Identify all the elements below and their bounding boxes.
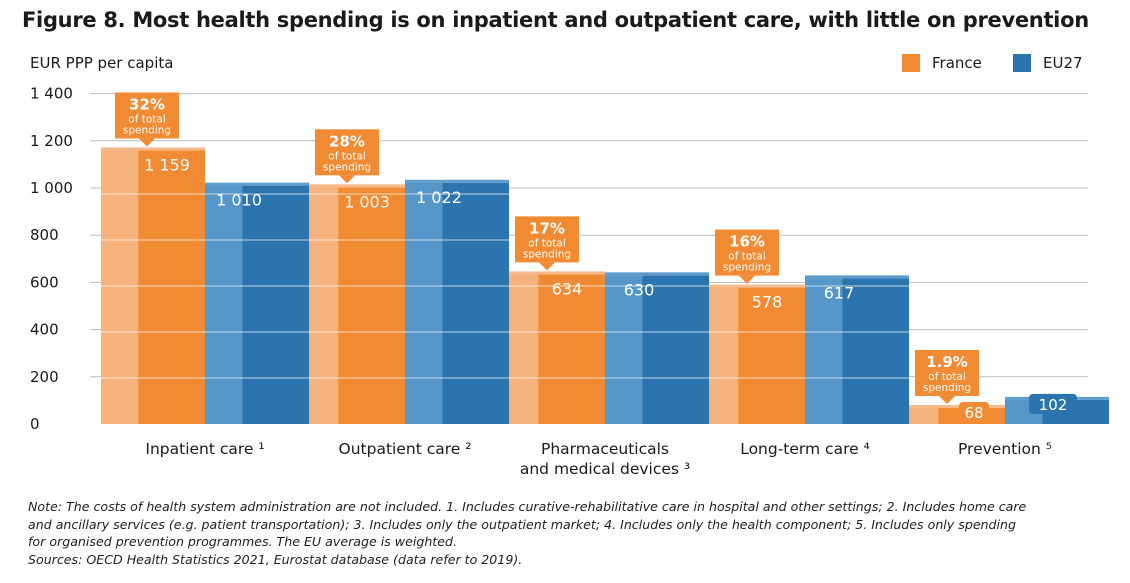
category-label: Long-term care ⁴ [740, 440, 870, 458]
callout-text: of total [128, 113, 165, 125]
legend-eu27-swatch [1013, 54, 1031, 72]
y-tick-label: 1 000 [30, 179, 73, 197]
callout-pointer [539, 262, 555, 271]
bar-france-top-edge [101, 147, 205, 151]
note-line-3: for organised prevention programmes. The… [28, 534, 457, 550]
bar-france-top-edge [701, 284, 805, 288]
category-label: Pharmaceuticals [541, 440, 669, 458]
callout-box [315, 129, 379, 176]
callout-pointer [339, 175, 355, 184]
bar-eu27-highlight [805, 278, 843, 424]
bar-eu27-top-edge [605, 272, 709, 276]
y-tick-label: 200 [30, 368, 59, 386]
callout-percent: 1.9% [926, 353, 968, 371]
y-tick-label: 600 [30, 273, 59, 291]
y-tick-label: 1 400 [30, 85, 73, 103]
category-label: Outpatient care ² [339, 440, 472, 458]
bar-france-top-edge [901, 404, 1005, 408]
callout-text: of total [528, 237, 565, 249]
figure-notes: Note: The costs of health system adminis… [28, 498, 1108, 568]
callout-box [115, 92, 179, 139]
callout-text: spending [723, 262, 771, 274]
value-label-eu27: 1 010 [216, 191, 262, 210]
category-label: Inpatient care ¹ [145, 440, 264, 458]
note-line-1: Note: The costs of health system adminis… [28, 499, 1027, 514]
value-label-france: 578 [752, 293, 783, 312]
callout-text: spending [523, 248, 571, 260]
callout-pointer [139, 138, 155, 147]
bar-eu27-highlight [205, 185, 243, 424]
callout-box [915, 349, 979, 396]
value-label-france: 1 159 [144, 155, 190, 174]
bar-eu27-top-edge [205, 182, 309, 186]
bar-france-highlight [901, 407, 939, 424]
value-label-eu27: 617 [824, 283, 855, 302]
bar-eu27-top-edge [405, 179, 509, 183]
callout-text: of total [328, 150, 365, 162]
callout-text: spending [123, 124, 171, 136]
category-label-line2: and medical devices ³ [520, 460, 690, 478]
callout-percent: 32% [129, 95, 165, 113]
legend-france-label: France [932, 54, 982, 72]
callout-text: spending [323, 161, 371, 173]
bar-france-top-edge [501, 271, 605, 275]
callout-percent: 16% [729, 233, 765, 251]
value-label-france: 634 [552, 279, 583, 298]
callout-percent: 28% [329, 132, 365, 150]
bar-eu27-top-edge [805, 275, 909, 279]
sources-line: Sources: OECD Health Statistics 2021, Eu… [28, 551, 523, 567]
y-tick-label: 1 200 [30, 132, 73, 150]
category-label: Prevention ⁵ [958, 440, 1052, 458]
callout-pointer [939, 395, 955, 404]
note-line-2: and ancillary services (e.g. patient tra… [28, 516, 1017, 532]
y-tick-label: 0 [30, 415, 40, 433]
value-label-box [1029, 393, 1077, 414]
figure-title: Figure 8. Most health spending is on inp… [22, 8, 1089, 32]
legend-france-swatch [902, 54, 920, 72]
bar-chart: 0 200 400 600 800 1 000 1 200 1 400 1 159 1 003 63… [30, 85, 1109, 478]
value-label-eu27: 630 [624, 280, 655, 299]
callout-text: spending [923, 382, 971, 394]
callout-box [715, 229, 779, 276]
bar-eu27-highlight [605, 275, 643, 424]
value-label-france: 68 [964, 404, 983, 422]
callout-text: of total [928, 371, 965, 383]
value-label-france: 1 003 [344, 192, 390, 211]
value-label-box [959, 401, 989, 422]
callout-pointer [739, 275, 755, 284]
legend-eu27-label: EU27 [1043, 54, 1083, 72]
bar-eu27-highlight [405, 182, 443, 424]
y-axis-label: EUR PPP per capita [30, 54, 174, 72]
value-label-eu27: 1 022 [416, 188, 462, 207]
callout-percent: 17% [529, 219, 565, 237]
callout-text: of total [728, 251, 765, 263]
bar-france-top-edge [301, 184, 405, 188]
y-tick-label: 400 [30, 321, 59, 339]
legend-eu27: EU27 [1013, 54, 1083, 72]
callout-box [515, 216, 579, 263]
legend-france: France [902, 54, 982, 72]
value-label-eu27: 102 [1039, 396, 1068, 414]
bar-france-highlight [101, 150, 139, 424]
y-tick-label: 800 [30, 226, 59, 244]
